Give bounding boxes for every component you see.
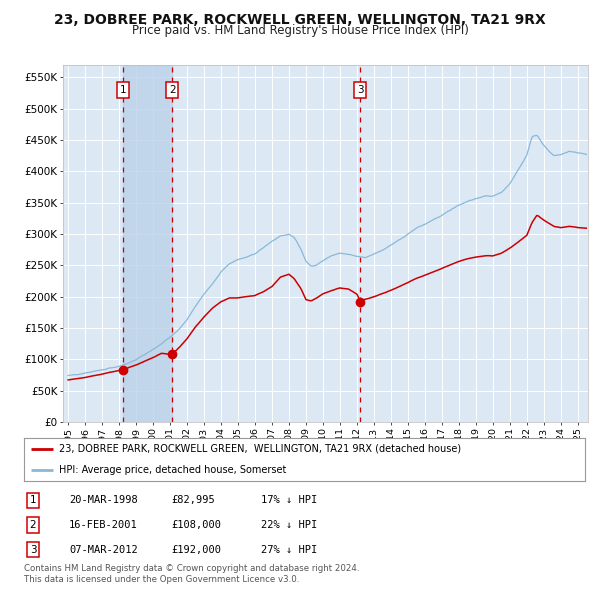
Text: 1: 1 bbox=[119, 85, 126, 95]
Text: £192,000: £192,000 bbox=[171, 545, 221, 555]
Text: 3: 3 bbox=[356, 85, 364, 95]
Text: HPI: Average price, detached house, Somerset: HPI: Average price, detached house, Some… bbox=[59, 465, 286, 474]
Text: 17% ↓ HPI: 17% ↓ HPI bbox=[261, 496, 317, 505]
Text: 3: 3 bbox=[29, 545, 37, 555]
Text: Contains HM Land Registry data © Crown copyright and database right 2024.: Contains HM Land Registry data © Crown c… bbox=[24, 565, 359, 573]
Text: 2: 2 bbox=[29, 520, 37, 530]
Text: 2: 2 bbox=[169, 85, 175, 95]
Text: 23, DOBREE PARK, ROCKWELL GREEN, WELLINGTON, TA21 9RX: 23, DOBREE PARK, ROCKWELL GREEN, WELLING… bbox=[54, 13, 546, 27]
Text: £108,000: £108,000 bbox=[171, 520, 221, 530]
Text: 23, DOBREE PARK, ROCKWELL GREEN,  WELLINGTON, TA21 9RX (detached house): 23, DOBREE PARK, ROCKWELL GREEN, WELLING… bbox=[59, 444, 461, 454]
Text: £82,995: £82,995 bbox=[171, 496, 215, 505]
Text: 1: 1 bbox=[29, 496, 37, 505]
Text: 16-FEB-2001: 16-FEB-2001 bbox=[69, 520, 138, 530]
Text: 27% ↓ HPI: 27% ↓ HPI bbox=[261, 545, 317, 555]
Text: Price paid vs. HM Land Registry's House Price Index (HPI): Price paid vs. HM Land Registry's House … bbox=[131, 24, 469, 37]
Text: 07-MAR-2012: 07-MAR-2012 bbox=[69, 545, 138, 555]
Text: 20-MAR-1998: 20-MAR-1998 bbox=[69, 496, 138, 505]
Text: 22% ↓ HPI: 22% ↓ HPI bbox=[261, 520, 317, 530]
Text: This data is licensed under the Open Government Licence v3.0.: This data is licensed under the Open Gov… bbox=[24, 575, 299, 584]
Bar bbox=[123, 65, 172, 422]
